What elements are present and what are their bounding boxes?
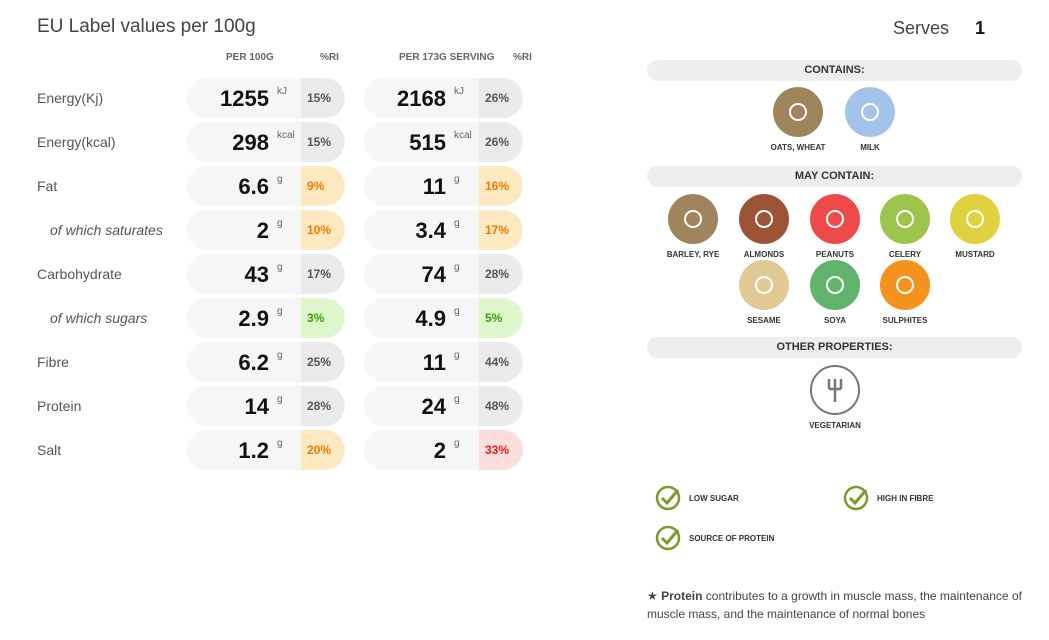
header-per-serving: PER 173G SERVING (399, 52, 495, 63)
ri-percent: 26% (479, 78, 523, 118)
page-title: EU Label values per 100g (37, 16, 256, 37)
ri-percent: 15% (301, 78, 345, 118)
nutrient-value-pill: 11 g 16% (364, 166, 523, 206)
celery-icon (880, 194, 930, 244)
ri-percent: 33% (479, 430, 523, 470)
contains-header: CONTAINS: (647, 60, 1022, 81)
allergen-soya: SOYA (795, 260, 875, 325)
wheat-icon (668, 194, 718, 244)
allergen-almonds: ALMONDS (724, 194, 804, 259)
nutrient-value-pill: 298 kcal 15% (187, 122, 345, 162)
allergen-celery: CELERY (865, 194, 945, 259)
soya-icon (810, 260, 860, 310)
serves-value[interactable]: 1 (975, 18, 986, 38)
star-icon: ★ (647, 589, 658, 603)
vegetarian-icon (810, 365, 860, 415)
nutrient-label: Energy(kcal) (37, 134, 116, 150)
allergen-vegetarian: VEGETARIAN (795, 365, 875, 430)
allergen-oats-wheat: OATS, WHEAT (758, 87, 838, 152)
nutrient-value-pill: 74 g 28% (364, 254, 523, 294)
allergen-sesame: SESAME (724, 260, 804, 325)
ri-percent: 25% (301, 342, 345, 382)
nutrient-label: Carbohydrate (37, 266, 122, 282)
allergen-milk: MILK (830, 87, 910, 152)
ri-percent: 17% (479, 210, 523, 250)
check-icon (843, 485, 869, 511)
ri-percent: 16% (479, 166, 523, 206)
nutrient-label: Fat (37, 178, 58, 194)
mustard-icon (950, 194, 1000, 244)
may-contain-header: MAY CONTAIN: (647, 166, 1022, 187)
nutrient-label: Protein (37, 398, 82, 414)
ri-percent: 15% (301, 122, 345, 162)
ri-percent: 28% (479, 254, 523, 294)
nutrient-value-pill: 515 kcal 26% (364, 122, 523, 162)
nutrient-label: Salt (37, 442, 62, 458)
ri-percent: 3% (301, 298, 345, 338)
ri-percent: 9% (301, 166, 345, 206)
nutrient-value-pill: 1.2 g 20% (187, 430, 345, 470)
nutrient-value-pill: 4.9 g 5% (364, 298, 523, 338)
ri-percent: 17% (301, 254, 345, 294)
nutrient-value-pill: 2168 kJ 26% (364, 78, 523, 118)
ri-percent: 28% (301, 386, 345, 426)
peanut-icon (810, 194, 860, 244)
allergen-peanuts: PEANUTS (795, 194, 875, 259)
nutrient-value-pill: 14 g 28% (187, 386, 345, 426)
check-icon (655, 525, 681, 551)
sulphites-icon (880, 260, 930, 310)
allergen-sulphites: SULPHITES (865, 260, 945, 325)
nutrient-label: Energy(Kj) (37, 90, 104, 106)
nutrient-value-pill: 3.4 g 17% (364, 210, 523, 250)
ri-percent: 26% (479, 122, 523, 162)
claim-low-sugar: LOW SUGAR (655, 485, 739, 511)
almond-icon (739, 194, 789, 244)
nutrient-label: of which saturates (50, 222, 163, 238)
nutrient-value-pill: 6.2 g 25% (187, 342, 345, 382)
nutrient-label: of which sugars (50, 310, 148, 326)
allergen-mustard: MUSTARD (935, 194, 1015, 259)
ri-percent: 5% (479, 298, 523, 338)
claim-source-protein: SOURCE OF PROTEIN (655, 525, 774, 551)
nutrient-label: Fibre (37, 354, 69, 370)
nutrient-value-pill: 43 g 17% (187, 254, 345, 294)
milk-icon (845, 87, 895, 137)
nutrient-value-pill: 2.9 g 3% (187, 298, 345, 338)
header-per-100g: PER 100G (226, 52, 274, 63)
ri-percent: 44% (479, 342, 523, 382)
allergen-barley-rye: BARLEY, RYE (653, 194, 733, 259)
header-ri: %RI (320, 52, 339, 63)
ri-percent: 48% (479, 386, 523, 426)
sesame-icon (739, 260, 789, 310)
nutrient-value-pill: 1255 kJ 15% (187, 78, 345, 118)
serves-label: Serves (893, 18, 950, 38)
header-ri-serving: %RI (513, 52, 532, 63)
nutrient-value-pill: 11 g 44% (364, 342, 523, 382)
check-icon (655, 485, 681, 511)
other-properties-header: OTHER PROPERTIES: (647, 337, 1022, 358)
nutrient-value-pill: 6.6 g 9% (187, 166, 345, 206)
claim-high-fibre: HIGH IN FIBRE (843, 485, 933, 511)
footnote: ★ Protein contributes to a growth in mus… (647, 589, 1022, 621)
nutrient-value-pill: 24 g 48% (364, 386, 523, 426)
ri-percent: 10% (301, 210, 345, 250)
ri-percent: 20% (301, 430, 345, 470)
wheat-icon (773, 87, 823, 137)
